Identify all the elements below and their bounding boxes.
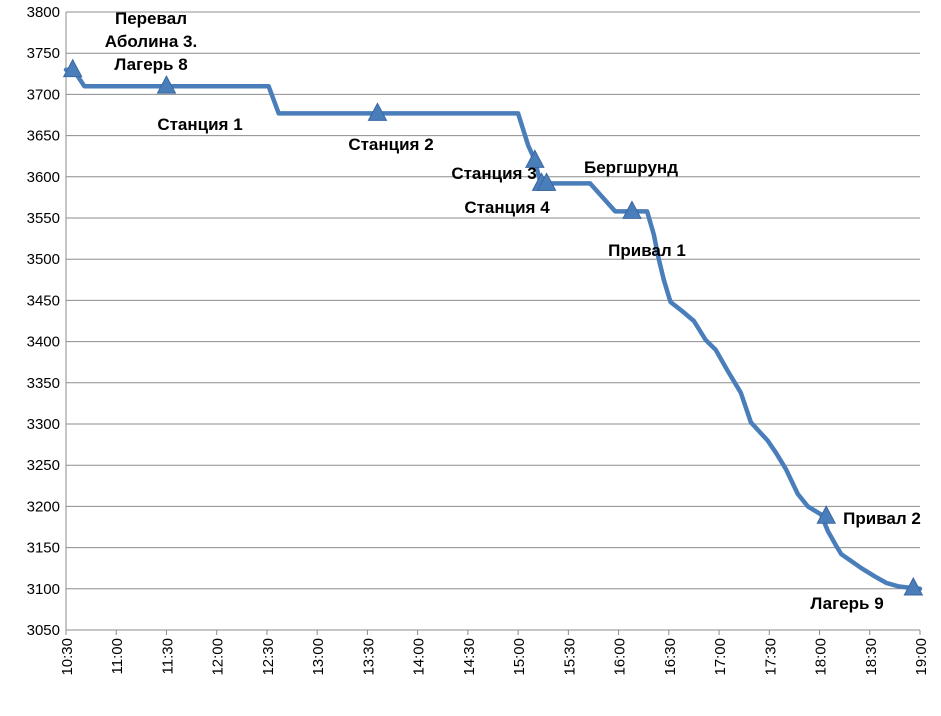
waypoint-marker xyxy=(536,172,557,191)
y-axis-ticks: 3050 3100 3150 3200 3250 3300 3350 3400 3450 3500… xyxy=(27,4,60,639)
x-tick-label: 14:30 xyxy=(461,638,478,676)
y-tick-label: 3050 xyxy=(27,622,60,639)
x-tick-label: 13:30 xyxy=(360,638,377,676)
y-tick-label: 3700 xyxy=(27,86,60,103)
x-tick-label: 11:00 xyxy=(109,638,126,674)
annotation-label: Аболина 3. xyxy=(105,32,197,51)
waypoint-annotations: Перевал Аболина 3. Лагерь 8 Станция 1 Станци… xyxy=(105,9,921,613)
y-tick-label: 3300 xyxy=(27,416,60,433)
annotation-label: Станция 4 xyxy=(464,198,550,217)
annotation-label: Станция 3 xyxy=(451,164,536,183)
y-tick-label: 3800 xyxy=(27,4,60,21)
x-tick-label: 17:30 xyxy=(762,638,779,676)
y-tick-label: 3500 xyxy=(27,251,60,268)
annotation-label: Лагерь 9 xyxy=(810,594,883,613)
waypoint-marker xyxy=(62,58,83,78)
waypoint-marker xyxy=(816,505,837,524)
x-tick-label: 12:00 xyxy=(210,638,227,676)
x-tick-label: 13:00 xyxy=(310,638,327,676)
waypoint-marker xyxy=(367,102,388,121)
waypoint-marker xyxy=(903,576,924,596)
annotation-label: Перевал xyxy=(115,9,187,28)
waypoint-markers xyxy=(62,58,924,596)
annotation-label: Станция 2 xyxy=(348,135,433,154)
waypoint-marker xyxy=(525,149,545,168)
x-tick-label: 16:30 xyxy=(662,638,679,676)
waypoint-marker xyxy=(156,75,177,94)
series-line-0 xyxy=(63,67,923,592)
y-tick-label: 3200 xyxy=(27,498,60,515)
annotation-label: Привал 2 xyxy=(843,509,921,528)
x-tick-label: 18:00 xyxy=(813,638,830,676)
series-elevation xyxy=(63,67,923,592)
grid-lines xyxy=(66,11,920,631)
y-tick-label: 3750 xyxy=(27,45,60,62)
x-axis-ticks: 10:30 11:00 11:30 12:00 12:30 13:00 13:30 14:00… xyxy=(59,630,930,676)
annotation-label: Лагерь 8 xyxy=(114,55,187,74)
axes xyxy=(65,12,920,631)
x-tick-label: 12:30 xyxy=(260,638,277,676)
y-tick-label: 3350 xyxy=(27,375,60,392)
y-tick-label: 3400 xyxy=(27,334,60,351)
x-tick-label: 15:00 xyxy=(511,638,528,676)
x-tick-label: 18:30 xyxy=(863,638,880,676)
y-tick-label: 3150 xyxy=(27,540,60,557)
x-tick-label: 17:00 xyxy=(712,638,729,676)
annotation-label: Станция 1 xyxy=(157,115,242,134)
y-tick-label: 3550 xyxy=(27,210,60,227)
annotation-label: Бергшрунд xyxy=(584,158,678,177)
x-tick-label: 14:00 xyxy=(411,638,428,676)
x-tick-label: 10:30 xyxy=(59,638,76,676)
annotation-label: Привал 1 xyxy=(608,241,686,260)
x-tick-label: 11:30 xyxy=(159,638,176,674)
waypoint-marker xyxy=(622,200,642,219)
x-tick-label: 19:00 xyxy=(913,638,930,676)
y-tick-label: 3600 xyxy=(27,169,60,186)
y-tick-label: 3450 xyxy=(27,292,60,309)
y-tick-label: 3250 xyxy=(27,457,60,474)
y-tick-label: 3100 xyxy=(27,581,60,598)
x-tick-label: 15:30 xyxy=(561,638,578,676)
y-tick-label: 3650 xyxy=(27,128,60,145)
x-tick-label: 16:00 xyxy=(612,638,629,676)
